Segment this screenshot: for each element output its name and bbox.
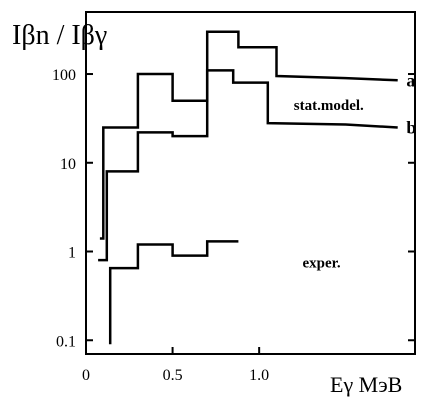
series-line-b (98, 69, 398, 262)
annotation-label: stat.model. (294, 98, 364, 114)
axes-frame (85, 11, 416, 355)
x-axis-label: Eγ МэВ (330, 372, 402, 397)
y-axis-label: Iβn / Iβγ (12, 20, 107, 51)
tick-marks: 0 0.5 1.0 0.1 1 10 100 (52, 67, 415, 384)
annotation-label: b (406, 117, 416, 137)
y-tick-label: 10 (60, 156, 76, 173)
annotations: a b stat.model. exper. (294, 70, 417, 271)
x-tick-label: 0 (82, 367, 90, 384)
y-tick-label: 100 (52, 67, 76, 84)
x-tick-label: 0.5 (163, 367, 183, 384)
annotation-label: a (406, 70, 415, 90)
data-series (98, 30, 398, 345)
series-line-a (99, 30, 398, 240)
y-tick-label: 0.1 (56, 333, 76, 350)
plot-frame (85, 11, 416, 355)
annotation-label: exper. (302, 256, 340, 272)
y-tick-label: 1 (68, 245, 76, 262)
series-line-exper (108, 240, 239, 345)
x-tick-label: 1.0 (249, 367, 269, 384)
